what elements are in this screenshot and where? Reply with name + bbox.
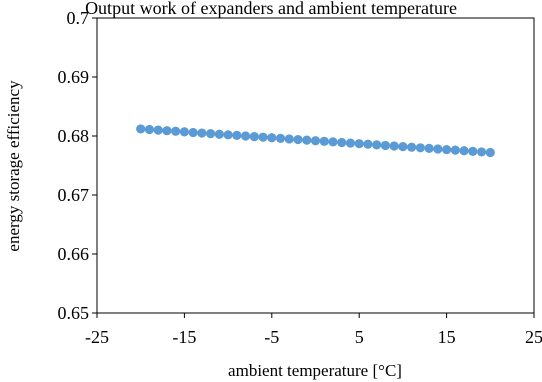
data-point <box>179 127 189 137</box>
data-point <box>319 136 329 146</box>
data-point <box>372 140 382 150</box>
data-point <box>223 130 233 140</box>
data-point <box>267 133 277 143</box>
y-tick-label: 0.7 <box>67 8 90 28</box>
data-point <box>275 133 286 143</box>
data-point <box>206 129 216 139</box>
data-point <box>415 143 425 153</box>
x-axis-ticks: -25 -15 -5 5 15 25 <box>85 313 542 347</box>
data-point <box>468 146 478 156</box>
plot-area <box>96 17 535 314</box>
data-point <box>284 134 294 144</box>
data-point <box>310 136 321 146</box>
data-point <box>197 128 207 138</box>
y-tick-label: 0.68 <box>58 126 90 146</box>
chart-title: Output work of expanders and ambient tem… <box>85 0 457 18</box>
data-point <box>171 126 181 136</box>
plot-frame <box>96 17 535 314</box>
data-point <box>450 145 460 155</box>
x-tick-label: -5 <box>264 327 279 347</box>
data-point <box>136 124 146 134</box>
x-tick-label: 5 <box>355 327 364 347</box>
data-point <box>144 124 155 135</box>
data-point <box>433 144 443 154</box>
x-tick-label: 25 <box>525 327 542 347</box>
x-tick-label: -25 <box>85 327 109 347</box>
data-point <box>476 147 487 157</box>
x-axis-title: ambient temperature [°C] <box>228 361 402 380</box>
data-point <box>459 146 469 156</box>
data-point <box>407 142 417 152</box>
data-point <box>302 135 312 145</box>
y-tick-label: 0.65 <box>58 303 90 323</box>
data-point <box>232 130 242 141</box>
data-point <box>363 139 373 149</box>
y-axis-title: energy storage efficiency <box>4 80 23 252</box>
data-point <box>153 125 163 135</box>
data-point <box>345 138 356 148</box>
data-point <box>380 140 391 151</box>
y-tick-label: 0.66 <box>58 244 90 264</box>
data-point <box>188 127 198 138</box>
data-point <box>162 126 172 136</box>
data-point <box>337 137 347 148</box>
data-point <box>398 142 408 152</box>
data-point <box>424 143 434 153</box>
data-point <box>214 129 224 139</box>
y-tick-label: 0.67 <box>58 185 90 205</box>
data-series <box>136 124 495 158</box>
x-tick-label: 15 <box>438 327 456 347</box>
data-point <box>258 132 268 142</box>
data-point <box>354 139 364 149</box>
data-point <box>389 141 399 151</box>
data-point <box>249 131 259 142</box>
data-point <box>485 147 495 158</box>
data-point <box>328 137 338 147</box>
data-point <box>240 131 251 141</box>
y-tick-label: 0.69 <box>58 67 90 87</box>
y-axis-ticks: 0.65 0.66 0.67 0.68 0.69 0.7 <box>58 8 97 323</box>
x-tick-label: -15 <box>172 327 196 347</box>
data-point <box>293 134 303 145</box>
data-point <box>442 144 452 155</box>
